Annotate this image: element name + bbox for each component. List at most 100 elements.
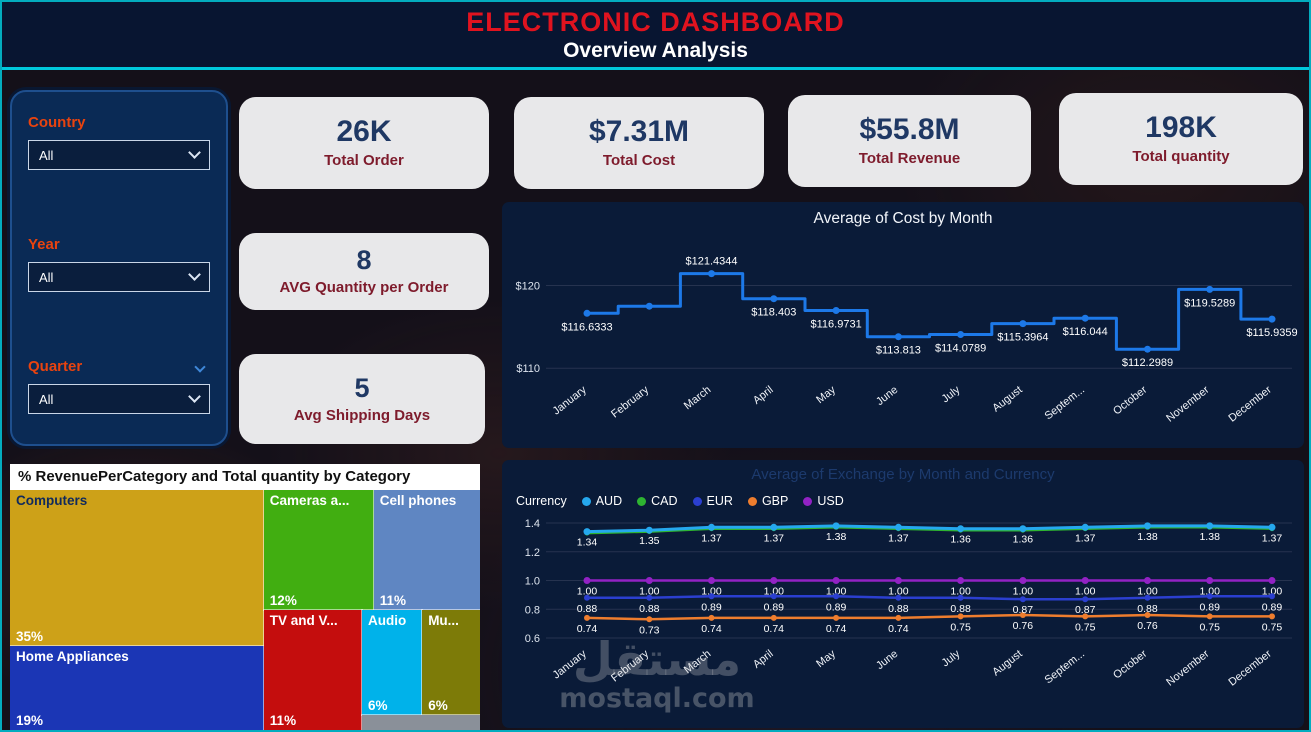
data-point[interactable] [770, 523, 778, 531]
legend-item-cad[interactable]: CAD [637, 494, 678, 508]
data-point[interactable] [1206, 613, 1213, 620]
data-point[interactable] [957, 577, 965, 584]
data-point[interactable] [833, 593, 840, 600]
legend-item-gbp[interactable]: GBP [747, 494, 788, 508]
data-point[interactable] [894, 577, 902, 584]
series-line-average-of-cost[interactable] [587, 272, 1272, 351]
data-point[interactable] [1019, 577, 1027, 584]
data-point[interactable] [1082, 613, 1089, 620]
data-point[interactable] [1144, 594, 1151, 601]
x-axis-month-label: Septem... [1043, 648, 1087, 686]
data-point[interactable] [645, 577, 653, 584]
x-axis-month-label: July [940, 648, 963, 670]
data-point[interactable] [646, 616, 653, 623]
data-point[interactable] [1019, 320, 1027, 328]
kpi-card-total-revenue[interactable]: $55.8M Total Revenue [788, 95, 1031, 187]
data-point[interactable] [1081, 314, 1089, 322]
quarter-dropdown[interactable]: All [28, 384, 210, 414]
data-point[interactable] [1144, 345, 1151, 353]
data-point[interactable] [708, 270, 715, 278]
data-point[interactable] [957, 331, 965, 338]
data-point[interactable] [1206, 577, 1214, 584]
revenue-per-category-treemap[interactable]: % RevenuePerCategory and Total quantity … [10, 464, 480, 730]
avg-cost-by-month-chart[interactable]: $110 $120 January February March April May June… [502, 202, 1304, 448]
data-point[interactable] [645, 302, 653, 310]
data-point[interactable] [1144, 522, 1151, 530]
data-point[interactable] [584, 614, 590, 621]
data-point[interactable] [583, 528, 591, 536]
avg-exchange-by-month-chart[interactable]: 0.6 0.8 1.0 1.2 1.4 January February March April… [502, 460, 1304, 728]
kpi-card-total-order[interactable]: 26K Total Order [239, 97, 489, 189]
data-point[interactable] [1206, 593, 1213, 600]
data-point[interactable] [645, 526, 653, 534]
data-point[interactable] [894, 523, 902, 531]
data-label: $119.5289 [1184, 297, 1235, 309]
kpi-card-total-cost[interactable]: $7.31M Total Cost [514, 97, 764, 189]
kpi-card-avg-shipping-days[interactable]: 5 Avg Shipping Days [239, 354, 485, 444]
treemap-block-computers[interactable]: Computers 35% [10, 490, 265, 648]
data-label: 0.76 [1013, 620, 1034, 632]
data-point[interactable] [1081, 523, 1089, 531]
series-line-aud[interactable] [586, 524, 1273, 534]
data-point[interactable] [770, 593, 777, 600]
data-point[interactable] [895, 594, 902, 601]
data-point[interactable] [708, 593, 715, 600]
data-point[interactable] [646, 594, 653, 601]
data-point[interactable] [895, 614, 902, 621]
data-point[interactable] [708, 523, 715, 531]
data-point[interactable] [957, 525, 965, 533]
country-dropdown[interactable]: All [28, 140, 210, 170]
data-point[interactable] [584, 594, 590, 601]
year-dropdown[interactable]: All [28, 262, 210, 292]
data-point[interactable] [583, 309, 591, 317]
treemap-block-audio[interactable]: Audio 6% [361, 608, 424, 717]
data-point[interactable] [957, 613, 964, 620]
data-label: 1.00 [701, 586, 722, 598]
data-label: 1.38 [1199, 531, 1220, 543]
series-line-gbp[interactable] [586, 613, 1272, 621]
data-point[interactable] [708, 614, 715, 621]
exchange-line-chart-canvas[interactable]: 0.6 0.8 1.0 1.2 1.4 January February March April… [502, 460, 1304, 728]
treemap-block-other[interactable] [361, 714, 480, 730]
data-point[interactable] [832, 577, 840, 584]
collapse-chevron-icon[interactable] [194, 361, 206, 373]
data-point[interactable] [583, 577, 591, 584]
data-point[interactable] [1019, 612, 1026, 618]
legend-item-aud[interactable]: AUD [581, 494, 622, 508]
treemap-block-mu[interactable]: Mu... 6% [421, 608, 480, 717]
data-point[interactable] [832, 522, 840, 530]
treemap-block-cameras-a[interactable]: Cameras a... 12% [262, 490, 375, 611]
data-point[interactable] [770, 614, 777, 621]
data-point[interactable] [1269, 593, 1275, 600]
treemap-block-cell-phones[interactable]: Cell phones 11% [372, 490, 480, 611]
data-point[interactable] [770, 577, 778, 584]
data-point[interactable] [894, 333, 902, 341]
data-point[interactable] [770, 295, 778, 303]
data-point[interactable] [1268, 315, 1276, 323]
data-point[interactable] [1268, 523, 1276, 531]
x-axis-month-label: December [1226, 384, 1274, 425]
data-point[interactable] [1019, 525, 1027, 533]
treemap-block-tv-and-v[interactable]: TV and V... 11% [262, 609, 364, 730]
data-point[interactable] [833, 614, 840, 621]
legend-item-eur[interactable]: EUR [692, 494, 733, 508]
data-point[interactable] [1268, 577, 1276, 584]
series-line-eur[interactable] [587, 595, 1272, 601]
data-point[interactable] [1081, 577, 1089, 584]
data-point[interactable] [1082, 596, 1089, 603]
data-point[interactable] [1144, 612, 1151, 618]
data-point[interactable] [957, 594, 964, 601]
data-point[interactable] [1144, 577, 1151, 584]
data-point[interactable] [832, 307, 840, 314]
cost-line-chart-canvas[interactable]: $110 $120 January February March April May June… [502, 202, 1304, 448]
data-point[interactable] [708, 577, 715, 584]
kpi-card-total-quantity[interactable]: 198K Total quantity [1059, 93, 1303, 185]
treemap-block-home-appliances[interactable]: Home Appliances 19% [10, 645, 265, 730]
data-point[interactable] [1019, 596, 1026, 603]
data-point[interactable] [1206, 522, 1214, 530]
legend-item-usd[interactable]: USD [803, 494, 844, 508]
kpi-card-avg-quantity-per-order[interactable]: 8 AVG Quantity per Order [239, 233, 489, 310]
kpi-value: 26K [336, 115, 392, 148]
data-point[interactable] [1269, 613, 1275, 620]
data-point[interactable] [1206, 285, 1214, 293]
